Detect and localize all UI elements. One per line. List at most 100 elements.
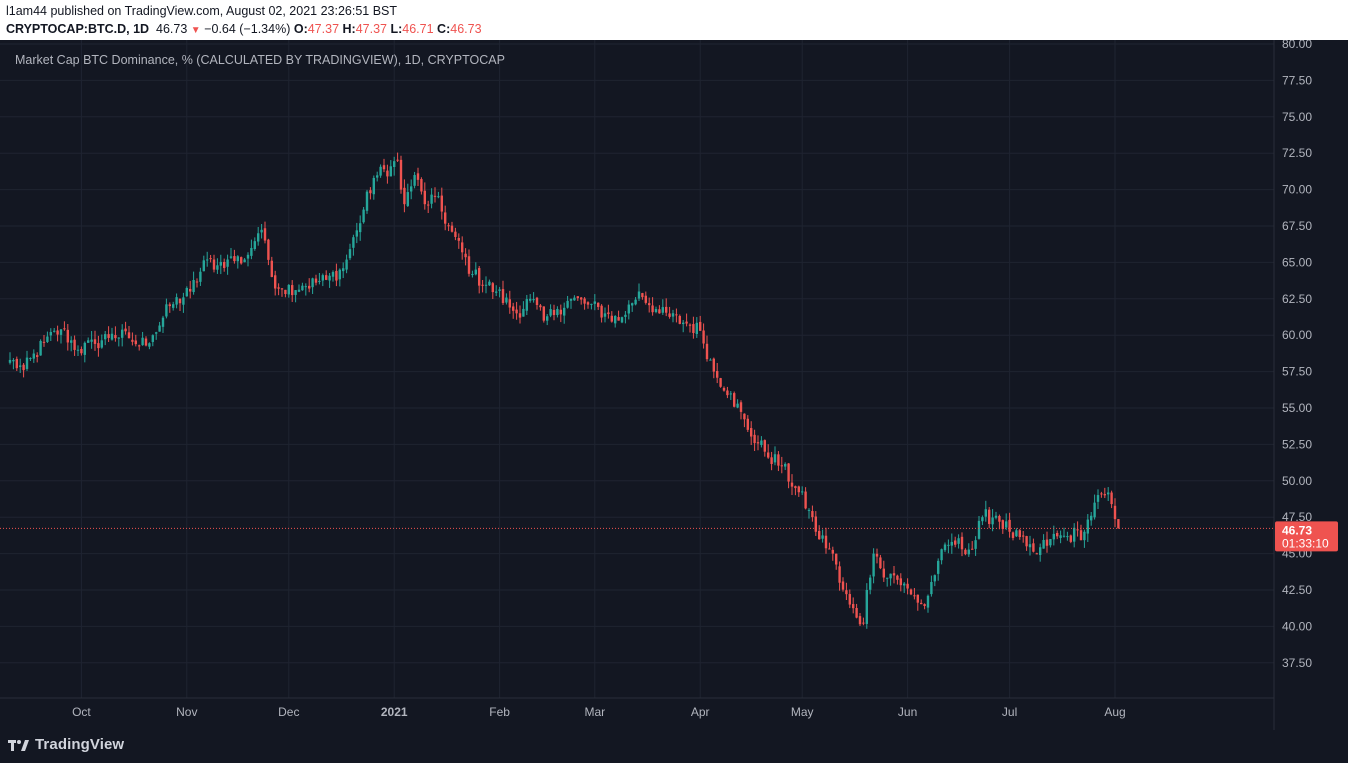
candle bbox=[767, 444, 770, 459]
candle bbox=[32, 349, 35, 363]
price-axis[interactable]: 37.5040.0042.5045.0047.5050.0052.5055.00… bbox=[1282, 40, 1312, 670]
symbol-label[interactable]: CRYPTOCAP:BTC.D, 1D bbox=[6, 22, 150, 36]
candle-body bbox=[1022, 535, 1025, 537]
candle bbox=[923, 603, 926, 610]
candle bbox=[151, 334, 154, 347]
candle-body bbox=[1018, 530, 1021, 538]
candle-body bbox=[845, 590, 848, 595]
candle-body bbox=[311, 278, 314, 288]
author-name[interactable]: l1am44 bbox=[6, 4, 47, 18]
candle bbox=[396, 152, 399, 162]
candle-body bbox=[627, 304, 630, 314]
candle-body bbox=[831, 549, 834, 554]
candle-body bbox=[920, 602, 923, 605]
candle bbox=[760, 436, 763, 448]
candle bbox=[457, 233, 460, 249]
tradingview-logo[interactable]: TradingView bbox=[8, 736, 124, 753]
candle-body bbox=[158, 325, 161, 332]
candle-body bbox=[631, 303, 634, 306]
candle-body bbox=[875, 553, 879, 557]
candle-body bbox=[63, 328, 66, 330]
candle bbox=[355, 222, 358, 244]
candle-body bbox=[76, 349, 80, 351]
candle bbox=[403, 179, 406, 213]
price-tick-label: 70.00 bbox=[1282, 183, 1312, 197]
candle-body bbox=[1001, 520, 1004, 530]
candle bbox=[529, 294, 532, 303]
candle bbox=[124, 321, 127, 335]
candle-body bbox=[321, 275, 324, 281]
candle-body bbox=[675, 314, 678, 316]
candle-body bbox=[651, 305, 654, 313]
candle bbox=[539, 303, 542, 311]
candle-body bbox=[603, 313, 607, 317]
candle-body bbox=[512, 306, 515, 311]
candle-body bbox=[1042, 539, 1045, 549]
candle-body bbox=[988, 509, 991, 524]
candle-body bbox=[807, 509, 811, 511]
candle bbox=[481, 280, 484, 293]
candle-body bbox=[695, 322, 698, 335]
candle-body bbox=[277, 287, 280, 289]
candle bbox=[192, 271, 195, 295]
candle-body bbox=[382, 165, 386, 170]
candle bbox=[518, 305, 522, 324]
candle bbox=[532, 292, 535, 303]
countdown-label: 01:33:10 bbox=[1282, 536, 1329, 550]
time-axis[interactable]: Oct Nov Dec 2021 Feb Mar Apr May Jun Jul Aug bbox=[72, 705, 1126, 719]
candle bbox=[76, 345, 80, 356]
candles bbox=[8, 152, 1120, 629]
candle-body bbox=[246, 254, 250, 259]
candle bbox=[1069, 534, 1072, 544]
candle-body bbox=[100, 340, 103, 348]
candle bbox=[644, 291, 647, 305]
candle bbox=[804, 487, 807, 510]
candle-body bbox=[756, 442, 760, 444]
candle bbox=[984, 500, 987, 522]
candle-body bbox=[835, 553, 838, 565]
candle bbox=[437, 191, 440, 199]
candle bbox=[617, 310, 620, 321]
candle bbox=[1117, 519, 1120, 529]
candle bbox=[19, 358, 22, 373]
candle-body bbox=[977, 520, 981, 539]
candle bbox=[858, 613, 862, 627]
candle-body bbox=[624, 314, 627, 317]
candle-body bbox=[763, 440, 766, 452]
candle-body bbox=[49, 331, 52, 336]
candle bbox=[590, 303, 593, 310]
price-tick-label: 75.00 bbox=[1282, 110, 1312, 124]
candle bbox=[892, 566, 896, 584]
candle bbox=[1086, 514, 1089, 543]
candle-body bbox=[794, 486, 797, 489]
candle-body bbox=[46, 336, 49, 342]
candle bbox=[583, 297, 586, 310]
candle-body bbox=[784, 463, 787, 467]
time-tick-label: Feb bbox=[489, 705, 510, 719]
candle-body bbox=[352, 237, 355, 248]
candle-body bbox=[600, 305, 603, 318]
candle bbox=[260, 223, 263, 239]
candle bbox=[420, 177, 423, 195]
price-tick-label: 72.50 bbox=[1282, 146, 1312, 160]
candle bbox=[1062, 527, 1066, 538]
tradingview-brand: TradingView bbox=[35, 736, 125, 753]
candle bbox=[566, 295, 569, 309]
publish-header: l1am44 published on TradingView.com, Aug… bbox=[0, 0, 1348, 40]
candle bbox=[56, 325, 59, 342]
candle bbox=[1107, 487, 1110, 501]
price-tick-label: 57.50 bbox=[1282, 365, 1312, 379]
candle bbox=[274, 270, 277, 296]
candle bbox=[722, 386, 726, 392]
candle bbox=[1049, 538, 1052, 548]
candle bbox=[525, 294, 528, 316]
candle-body bbox=[93, 339, 97, 344]
candle-body bbox=[8, 359, 12, 363]
candle-body bbox=[852, 604, 855, 609]
candle bbox=[960, 532, 964, 557]
price-chart[interactable]: 37.5040.0042.5045.0047.5050.0052.5055.00… bbox=[0, 40, 1348, 730]
candle bbox=[478, 265, 481, 294]
candle bbox=[199, 267, 202, 286]
candle bbox=[743, 413, 746, 428]
candle bbox=[624, 311, 627, 324]
